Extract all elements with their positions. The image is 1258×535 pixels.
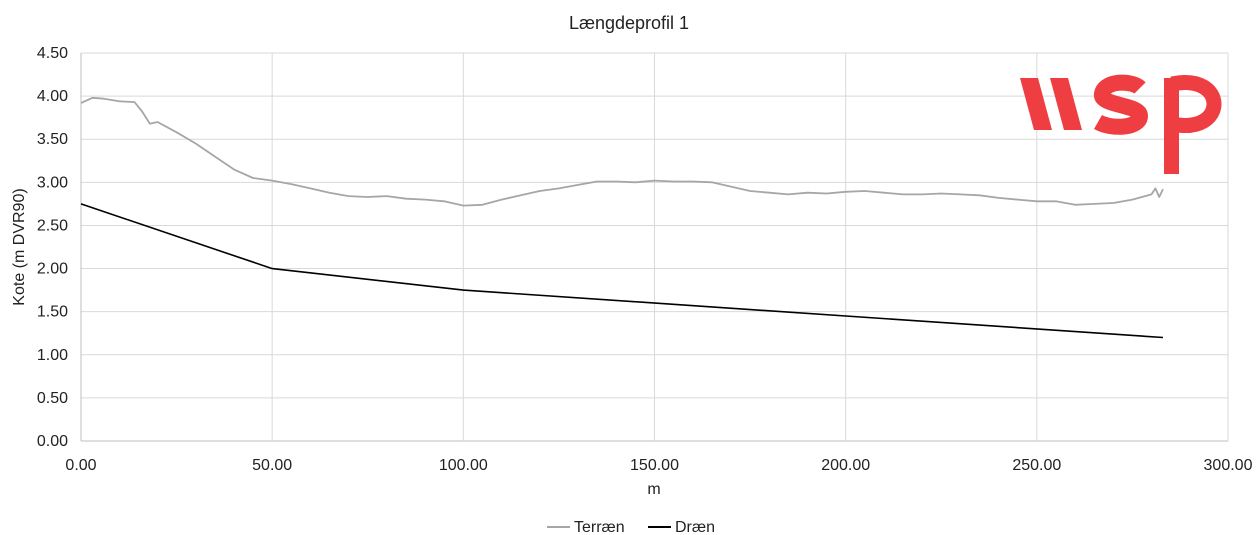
logo-w-stroke-1: [1020, 78, 1052, 130]
y-tick-label: 1.00: [37, 347, 68, 364]
y-tick-label: 0.00: [37, 433, 68, 450]
logo-p-bowl: [1170, 75, 1222, 133]
legend: Terræn Dræn: [547, 519, 715, 535]
y-tick-label: 2.00: [37, 261, 68, 278]
x-tick-label: 200.00: [821, 457, 870, 474]
wsp-logo: [1020, 74, 1222, 174]
logo-p-stem: [1164, 78, 1179, 174]
x-tick-label: 250.00: [1012, 457, 1061, 474]
logo-w-stroke-2: [1050, 78, 1082, 130]
legend-label-draen: Dræn: [675, 519, 715, 535]
series-line-terraen: [80, 96, 1164, 207]
y-tick-labels: 0.00 0.50 1.00 1.50 2.00 2.50 3.00 3.50 4.00 4.50: [37, 45, 68, 450]
y-tick-label: 3.00: [37, 174, 68, 191]
grid-layer: [80, 52, 1229, 442]
y-tick-label: 2.50: [37, 217, 68, 234]
y-tick-label: 4.00: [37, 88, 68, 105]
legend-label-terraen: Terræn: [574, 519, 625, 535]
x-tick-label: 150.00: [630, 457, 679, 474]
x-tick-label: 100.00: [439, 457, 488, 474]
y-tick-label: 4.50: [37, 45, 68, 62]
series-line-draen: [80, 203, 1164, 339]
x-tick-label: 300.00: [1204, 457, 1253, 474]
x-tick-label: 0.00: [65, 457, 96, 474]
chart-title: Længdeprofil 1: [569, 13, 689, 33]
logo-s-letter: [1094, 74, 1149, 135]
series-layer: [80, 96, 1164, 339]
x-tick-label: 50.00: [252, 457, 292, 474]
y-tick-label: 1.50: [37, 304, 68, 321]
x-axis-title: m: [647, 481, 660, 498]
y-tick-label: 0.50: [37, 390, 68, 407]
x-tick-labels: 0.00 50.00 100.00 150.00 200.00 250.00 300.00: [65, 457, 1252, 474]
y-axis-title: Kote (m DVR90): [11, 188, 28, 305]
y-tick-label: 3.50: [37, 131, 68, 148]
